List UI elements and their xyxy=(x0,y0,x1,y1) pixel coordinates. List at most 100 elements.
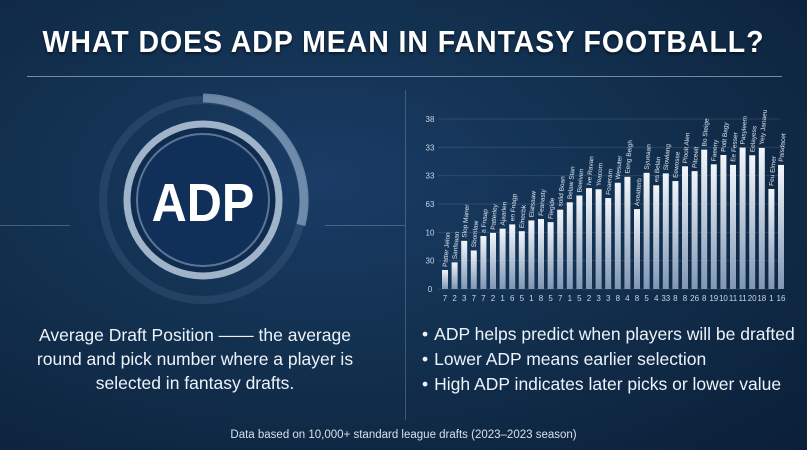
bar-label: Sanfeaan xyxy=(452,231,461,260)
bar-label: Syueaan xyxy=(644,143,653,170)
x-tick-label: 5 xyxy=(520,294,525,303)
bar xyxy=(758,147,765,289)
bar-label: solid Boan xyxy=(557,176,567,207)
bullet-item: Lower ADP means earlier selection xyxy=(422,347,795,372)
y-tick-label: 10 xyxy=(426,228,435,237)
x-tick-label: 4 xyxy=(625,294,630,303)
x-tick-label: 3 xyxy=(596,294,601,303)
y-tick-label: 38 xyxy=(426,115,435,124)
bar xyxy=(653,185,660,289)
x-tick-label: 8 xyxy=(673,294,678,303)
x-tick-label: 7 xyxy=(472,294,477,303)
background-line xyxy=(0,225,70,226)
bar xyxy=(442,270,448,289)
bar-label: en Fnagp xyxy=(509,193,518,221)
bar-label: Foaeram xyxy=(605,169,614,196)
bar xyxy=(509,224,516,289)
bullet-item: High ADP indicates later picks or lower … xyxy=(422,372,795,397)
bar-label: Belaw Stan xyxy=(567,166,577,200)
background-line xyxy=(325,225,405,226)
x-tick-label: 2 xyxy=(491,294,496,303)
x-tick-label: 5 xyxy=(577,294,582,303)
page-title: WHAT DOES ADP MEAN IN FANTASY FOOTBALL? xyxy=(42,24,765,59)
x-tick-label: 8 xyxy=(702,294,707,303)
bar xyxy=(682,166,688,289)
bar-label: Eelayess xyxy=(749,125,758,153)
y-tick-label: 63 xyxy=(426,200,435,209)
bar-label: Ajaarlen xyxy=(500,201,509,226)
x-tick-label: 18 xyxy=(757,294,766,303)
section-divider xyxy=(405,90,406,420)
bar-label: Flegide xyxy=(548,197,557,219)
x-tick-label: 8 xyxy=(539,294,544,303)
footer-note: Data based on 10,000+ standard league dr… xyxy=(230,429,577,441)
bar xyxy=(538,219,544,289)
bar-label: Aseatterb xyxy=(634,178,643,207)
bar xyxy=(634,209,640,289)
bar xyxy=(480,236,487,289)
bar-label: Potlt Bagy xyxy=(720,121,730,152)
x-tick-label: 5 xyxy=(644,294,649,303)
bar xyxy=(490,232,496,289)
bar-label: ea Belan xyxy=(653,156,662,183)
adp-definition: Average Draft Position —— the average ro… xyxy=(36,325,354,393)
bar-label: Patterley xyxy=(490,203,499,230)
bar-label: Pasyleem xyxy=(740,116,749,145)
bar xyxy=(586,188,592,289)
bar xyxy=(461,240,468,289)
bar xyxy=(624,176,631,289)
bullet-list: ADP helps predict when players will be d… xyxy=(422,322,795,397)
x-tick-label: 3 xyxy=(606,294,611,303)
bar xyxy=(499,228,506,289)
bar-label: Wesuter xyxy=(615,154,624,179)
bar xyxy=(691,171,698,289)
bar-label: Slowlang xyxy=(663,143,672,170)
bar-label: lve Ravan xyxy=(586,156,596,186)
bar xyxy=(605,198,612,289)
x-tick-label: 2 xyxy=(587,294,592,303)
bar xyxy=(749,155,756,289)
x-tick-label: 8 xyxy=(683,294,688,303)
bar xyxy=(768,188,775,289)
x-tick-label: 16 xyxy=(777,294,786,303)
x-tick-label: 2 xyxy=(452,294,457,303)
bar-label: Yeacom xyxy=(596,163,605,187)
bar-label: Feanasty xyxy=(538,188,547,216)
bar xyxy=(566,202,573,289)
x-tick-label: 1 xyxy=(500,294,505,303)
x-tick-label: 5 xyxy=(548,294,553,303)
bar-label: Bo Steige xyxy=(701,118,710,147)
x-tick-label: 11 xyxy=(729,294,738,303)
bar xyxy=(710,164,717,289)
y-tick-label: 30 xyxy=(426,257,435,266)
bar xyxy=(451,262,458,289)
bar-label: Beelven xyxy=(576,168,585,192)
x-tick-label: 4 xyxy=(654,294,659,303)
bar-label: Pitceelt xyxy=(692,146,701,168)
adp-badge-label: ADP xyxy=(151,173,255,233)
x-tick-label: 1 xyxy=(568,294,573,303)
bar xyxy=(643,172,650,289)
x-tick-label: 7 xyxy=(558,294,563,303)
x-tick-label: 6 xyxy=(510,294,515,303)
bar xyxy=(672,181,679,289)
x-tick-label: 3 xyxy=(462,294,467,303)
bar xyxy=(739,147,746,289)
x-tick-label: 1 xyxy=(529,294,534,303)
bar xyxy=(720,154,727,289)
bullet-item: ADP helps predict when players will be d… xyxy=(422,322,795,347)
x-tick-label: 8 xyxy=(635,294,640,303)
bar-label: Paisdacet xyxy=(778,133,787,162)
bar-label: a Fnaap xyxy=(480,208,489,233)
x-tick-label: 8 xyxy=(616,294,621,303)
bar-label: Elatsaaw xyxy=(528,190,537,217)
title-divider xyxy=(27,76,782,77)
bar xyxy=(528,220,535,289)
bar-label: Yeiy Janaeu xyxy=(759,109,769,145)
x-tick-label: 19 xyxy=(709,294,718,303)
bar xyxy=(470,250,477,289)
x-tick-label: 33 xyxy=(661,294,670,303)
bar xyxy=(778,164,784,289)
x-tick-label: 20 xyxy=(748,294,757,303)
